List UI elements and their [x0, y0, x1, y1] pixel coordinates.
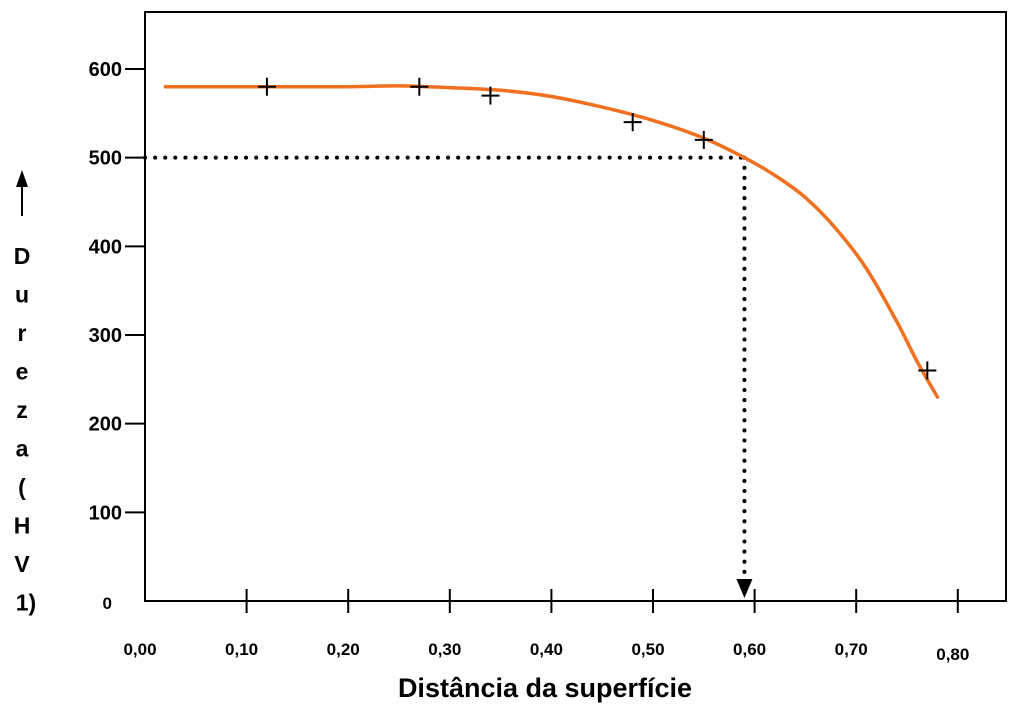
y-tick-label: 300: [89, 325, 122, 347]
x-axis-label: Distância da superfície: [398, 673, 692, 703]
y-tick-label: 400: [89, 236, 122, 258]
y-axis-label-letter: 1): [16, 590, 36, 616]
x-tick-label: 0,30: [428, 640, 461, 659]
y-tick-label: 200: [89, 414, 122, 436]
y-axis-ticks: [125, 67, 145, 514]
data-point: [257, 77, 276, 96]
x-tick-label: 0,60: [733, 640, 766, 659]
x-axis-tick-labels: 0,00 0,10 0,20 0,30 0,40 0,50 0,60 0,70 0,80: [123, 640, 969, 664]
x-tick-label: 0,40: [530, 640, 563, 659]
y-axis-label-letter: a: [16, 436, 29, 462]
reference-arrow-icon: [736, 579, 753, 598]
y-axis-label-letter: r: [18, 320, 27, 346]
data-point: [623, 113, 642, 132]
y-axis-label-letter: u: [15, 282, 29, 308]
y-axis-label-letter: D: [14, 243, 31, 269]
fitted-curve-series: [163, 84, 940, 399]
x-tick-label: 0,00: [123, 640, 156, 659]
y-axis-label-letter: H: [14, 513, 31, 539]
y-tick-label: 100: [89, 502, 122, 524]
y-tick-label: 500: [89, 148, 122, 170]
y-axis-label-letter: V: [14, 551, 30, 577]
y-axis-label-letter: z: [16, 397, 28, 423]
data-point: [694, 130, 713, 149]
data-point: [481, 86, 500, 105]
x-tick-label: 0,20: [327, 640, 360, 659]
data-point: [410, 77, 429, 96]
x-tick-label: 0,50: [631, 640, 664, 659]
y-axis-label-letter: (: [18, 474, 26, 500]
reference-lines: [143, 155, 753, 598]
y-axis-tick-labels: 0 100 200 300 400 500 600: [89, 59, 122, 613]
plot-frame: [144, 11, 1007, 602]
x-tick-label: 0,80: [936, 645, 969, 664]
x-axis-ticks: [245, 589, 959, 613]
measured-points: [257, 77, 937, 380]
data-point: [918, 361, 937, 380]
y-axis-label-letter: e: [16, 359, 29, 385]
y-tick-label: 0: [103, 594, 112, 613]
x-tick-label: 0,10: [225, 640, 258, 659]
y-tick-label: 600: [89, 59, 122, 81]
x-tick-label: 0,70: [835, 640, 868, 659]
y-axis-arrow-icon: [16, 170, 28, 216]
